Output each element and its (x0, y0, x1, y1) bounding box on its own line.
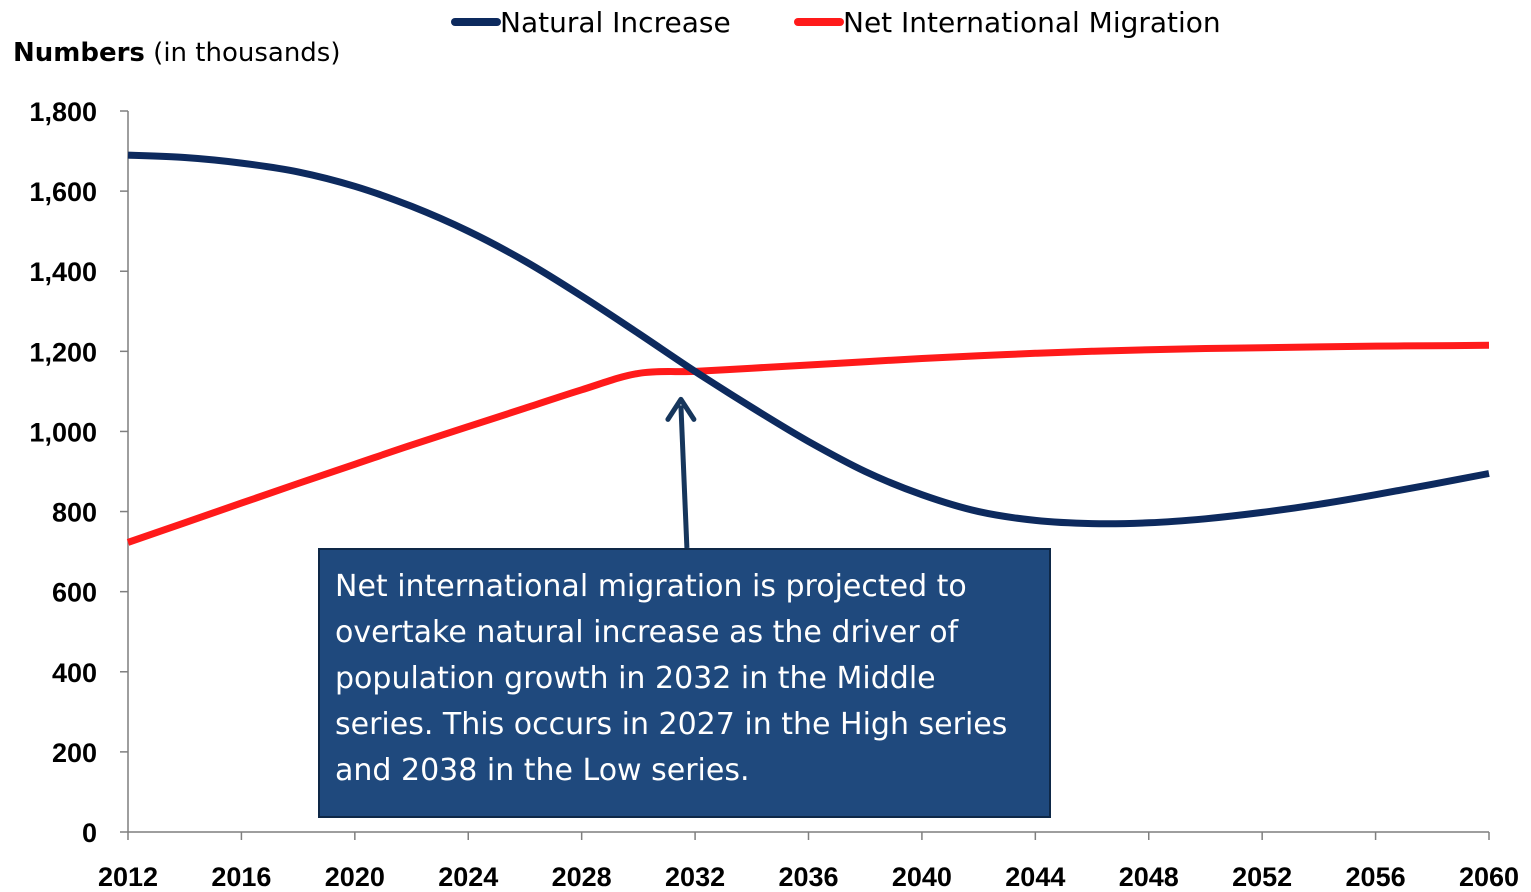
y-tick-label: 0 (82, 818, 97, 848)
series-line-net-international-migration (126, 341, 1490, 546)
series-line-natural-increase (127, 151, 1490, 528)
annotation-arrow-head (665, 396, 697, 422)
y-tick-label: 400 (52, 658, 97, 688)
annotation-text: Net international migration is projected… (335, 569, 1008, 788)
legend-label-net-international-migration: Net International Migration (843, 6, 1221, 39)
x-tick-label: 2036 (778, 862, 838, 892)
y-axis-title-bold: Numbers (13, 38, 145, 68)
x-tick-label: 2028 (552, 862, 612, 892)
x-tick-label: 2040 (892, 862, 952, 892)
annotation-arrow-layer (665, 396, 697, 549)
annotation-box: Net international migration is projected… (318, 548, 1051, 818)
y-tick-label: 200 (52, 738, 97, 768)
x-tick-label: 2032 (665, 862, 725, 892)
y-tick-label: 800 (52, 498, 97, 528)
y-tick-label: 1,800 (29, 97, 97, 127)
x-tick-label: 2024 (438, 862, 498, 892)
y-tick-label: 1,400 (29, 257, 97, 287)
legend: Natural Increase Net International Migra… (451, 6, 1221, 39)
y-tick-label: 600 (52, 578, 97, 608)
x-tick-label: 2012 (98, 862, 158, 892)
axes: 0 200 400 600 800 1,000 1,200 1,400 1,600 1,800 20… (29, 97, 1519, 892)
x-tick-label: 2056 (1346, 862, 1406, 892)
x-tick-label: 2052 (1232, 862, 1292, 892)
y-tick-label: 1,000 (29, 417, 97, 447)
legend-label-natural-increase: Natural Increase (500, 6, 731, 39)
y-tick-label: 1,200 (29, 337, 97, 367)
x-tick-label: 2048 (1119, 862, 1179, 892)
y-tick-label: 1,600 (29, 177, 97, 207)
annotation-arrow-shaft (678, 405, 690, 549)
x-tick-label: 2044 (1005, 862, 1065, 892)
series-layer (126, 151, 1490, 546)
x-tick-label: 2060 (1459, 862, 1519, 892)
y-axis-title: Numbers (in thousands) (13, 38, 341, 68)
y-axis-title-unit: (in thousands) (145, 38, 341, 68)
x-tick-label: 2016 (211, 862, 271, 892)
x-tick-label: 2020 (325, 862, 385, 892)
